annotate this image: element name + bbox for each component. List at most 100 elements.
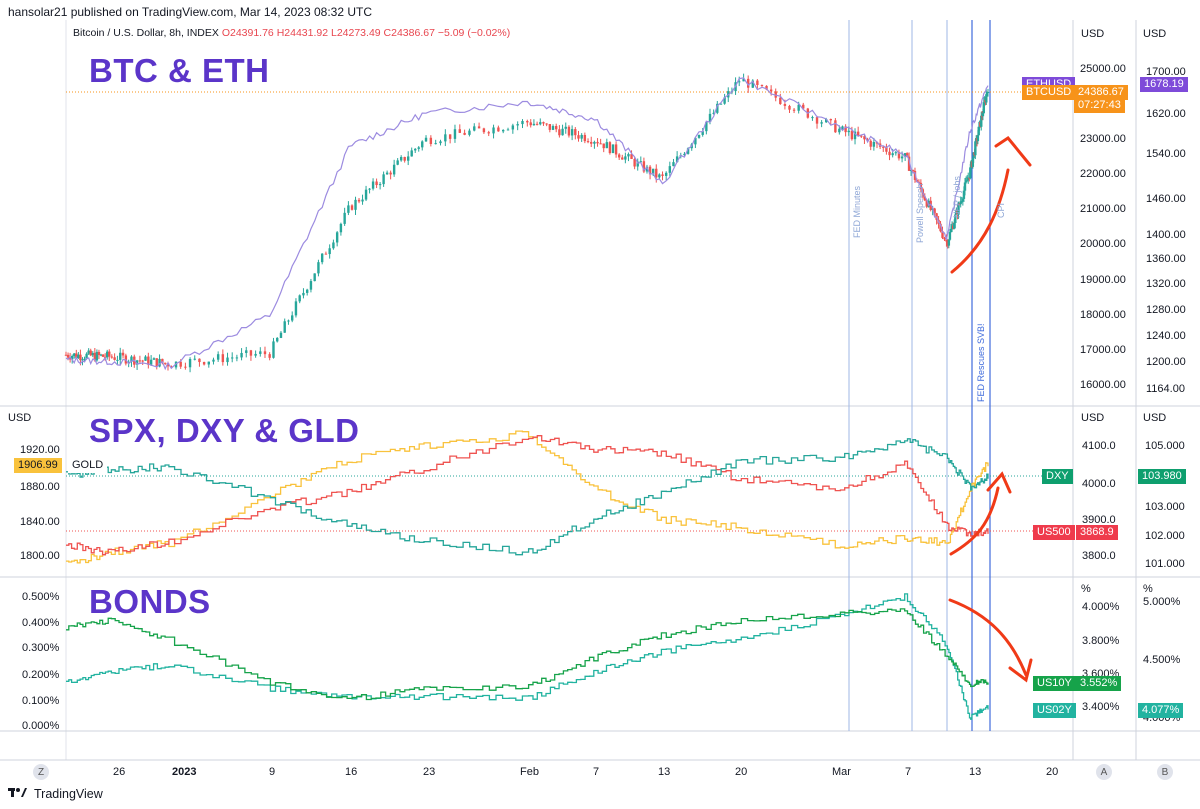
btc-candle [701,131,704,135]
btc-candle [947,239,951,246]
btc-candle [925,200,928,207]
btc-candle [723,97,726,104]
btc-candle [91,352,94,356]
event-label-fed-minutes: FED Minutes [852,185,862,238]
btc-candle [602,143,605,149]
btc-candle [564,126,567,129]
btc-candle [769,89,773,92]
btc-candle [163,362,167,364]
btc-candle [249,350,253,356]
btc-candle [521,121,524,125]
btc-candle [216,354,220,360]
btc-candle [350,205,354,210]
tick-label: 0.100% [22,695,60,707]
btc-candle [661,174,664,176]
btc-candle [259,351,262,354]
btc-candle [844,126,847,133]
btc-candle [113,357,116,360]
btc-candle [287,320,290,322]
event-label-fed-rescues: FED Rescues SVB! [976,323,986,402]
btc-candle [221,354,225,363]
btc-candle [708,113,712,123]
btc-candle [324,253,328,255]
btc-candle [712,112,715,114]
btc-candle [829,119,832,121]
btc-candle [705,122,708,132]
auto-scale-button[interactable]: A [1096,764,1112,780]
btc-candle [894,152,898,154]
tick-label: 3900.0 [1082,514,1116,526]
btc-candle [463,132,466,135]
btc-candle [953,222,956,229]
btc-candle [965,180,969,182]
btc-candle [357,199,361,202]
btc-candle [838,128,841,133]
btc-candle [961,198,965,201]
btc-candle [860,135,863,137]
tick-label: 1360.00 [1146,253,1186,265]
x-tick: 7 [593,766,600,778]
btc-candle [923,196,927,201]
published-line: hansolar21 published on TradingView.com,… [8,5,373,19]
btc-candle [593,141,596,144]
btc-candle [263,351,267,355]
btc-candle [399,156,403,161]
tick-label: 1620.00 [1146,108,1186,120]
btc-candle [487,132,490,134]
ethusd-value-tag: 1678.19 [1140,77,1188,92]
btc-candle [971,158,975,167]
tradingview-footer[interactable]: TradingView [8,786,103,801]
btc-candle [511,125,515,130]
tick-label: 1240.00 [1146,330,1186,342]
btc-candle [482,128,486,133]
tick-label: 1320.00 [1146,278,1186,290]
tick-label: 1800.00 [20,550,60,562]
btc-candle [548,124,552,130]
btc-candle [389,172,392,175]
btc-candle [567,126,571,136]
btcusd-value-tag: 24386.67 [1074,85,1128,100]
btc-candle [155,358,158,367]
btc-candle [305,289,309,293]
btc-candle [468,130,471,135]
btc-candle [686,148,690,154]
btc-candle [361,199,364,202]
btc-candle [841,126,844,129]
btc-candle [869,140,872,147]
btc-candle [967,177,970,181]
btc-candle [309,281,313,290]
btc-candle [574,129,577,136]
x-tick: Feb [520,766,539,778]
btc-candle [633,158,636,167]
btc-candle [825,119,828,123]
btc-candle [207,361,210,365]
btc-candle [87,350,90,354]
btc-candle [371,181,375,189]
btc-candle [101,354,105,357]
timezone-button-label: Z [33,764,49,780]
btc-candle [448,134,452,139]
tick-label: 3800.0 [1082,550,1116,562]
btc-candle [907,156,911,171]
btc-candle [608,142,612,154]
btc-candle [885,147,888,152]
btc-candle [144,356,147,361]
btc-candle [897,152,901,159]
btc-candle [529,122,532,126]
btc-candle [477,126,481,129]
btc-candle [949,228,953,233]
tick-label: 1880.00 [20,481,60,493]
timezone-button[interactable]: Z [33,764,49,780]
axis-unit-usd: USD [1143,28,1167,40]
panel-title-btc-eth: BTC & ETH [89,52,270,89]
btc-candle [64,354,68,356]
gold-label: GOLD [68,458,108,473]
btc-candle [497,127,500,132]
scale-b-button[interactable]: B [1157,764,1173,780]
btc-candle [815,117,819,124]
x-tick: 13 [969,766,982,778]
btc-candle [108,351,111,357]
btc-candle [716,103,719,113]
btc-candle [424,137,428,142]
